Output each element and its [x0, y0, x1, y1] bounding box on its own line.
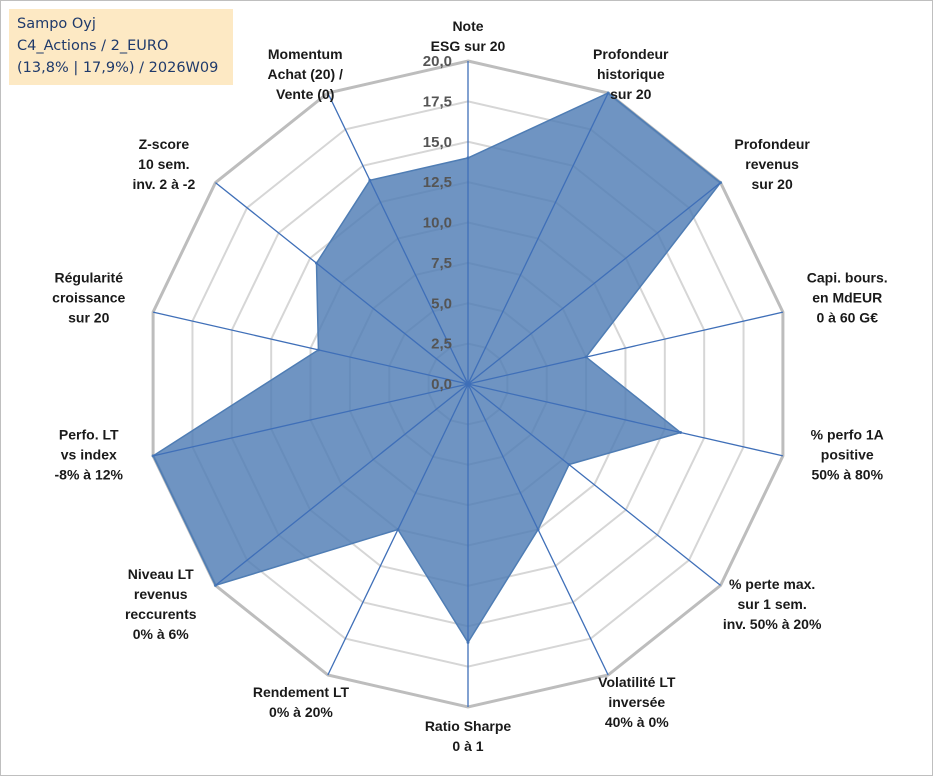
axis-spoke — [327, 92, 469, 385]
axis-label: Profondeur historique sur 20 — [593, 46, 669, 102]
axis-spoke — [467, 383, 721, 586]
radar-tick-labels: 0,0 2,5 5,0 7,5 10,0 12,5 15,0 17,5 20,0 — [423, 53, 452, 393]
axis-label-line: Ratio Sharpe — [425, 718, 512, 734]
axis-label-line: 0% à 20% — [269, 704, 333, 720]
axis-label: Profondeur revenus sur 20 — [734, 136, 810, 192]
axis-label: % perte max. sur 1 sem. inv. 50% à 20% — [723, 576, 822, 632]
tick-label: 17,5 — [423, 93, 452, 110]
axis-label-line: Régularité — [55, 269, 124, 285]
axis-label-line: reccurents — [125, 606, 197, 622]
axis-label-line: Achat (20) / — [267, 66, 343, 82]
axis-label: Z-score 10 sem. inv. 2 à -2 — [132, 136, 195, 192]
axis-label: Niveau LT revenus reccurents 0% à 6% — [125, 566, 197, 642]
axis-label-line: revenus — [134, 586, 188, 602]
stats-label: (13,8% | 17,9%) / 2026W09 — [17, 60, 219, 76]
axis-label-line: % perfo 1A — [811, 427, 884, 443]
axis-label-line: positive — [821, 447, 874, 463]
axis-spoke — [467, 383, 609, 676]
tick-label: 12,5 — [423, 174, 452, 191]
axis-label: % perfo 1A positive 50% à 80% — [811, 427, 884, 483]
tick-label: 20,0 — [423, 53, 452, 70]
company-name: Sampo Oyj — [17, 16, 96, 32]
axis-label-line: ESG sur 20 — [431, 38, 506, 54]
axis-label-line: Volatilité LT — [598, 674, 676, 690]
axis-label-line: sur 20 — [610, 86, 651, 102]
axis-label: Ratio Sharpe 0 à 1 — [425, 718, 512, 754]
axis-label-line: revenus — [745, 156, 799, 172]
axis-label-line: Rendement LT — [253, 684, 350, 700]
tick-label: 15,0 — [423, 134, 452, 151]
axis-label-line: -8% à 12% — [55, 467, 124, 483]
axis-label: Volatilité LT inversée 40% à 0% — [598, 674, 676, 730]
axis-label-line: Vente (0) — [276, 86, 334, 102]
tick-label: 5,0 — [431, 295, 452, 312]
axis-label-line: sur 1 sem. — [737, 596, 806, 612]
axis-spoke — [152, 383, 469, 457]
axis-label-line: inv. 50% à 20% — [723, 616, 822, 632]
axis-label-line: inv. 2 à -2 — [132, 176, 195, 192]
axis-spoke — [467, 383, 784, 457]
axis-label-line: Z-score — [139, 136, 190, 152]
axis-label-line: 0 à 1 — [452, 738, 483, 754]
axis-spoke — [327, 383, 469, 676]
axis-label-line: Profondeur — [734, 136, 810, 152]
axis-label: Rendement LT 0% à 20% — [253, 684, 350, 720]
axis-label: Régularité croissance sur 20 — [52, 269, 125, 325]
axis-label-line: % perte max. — [729, 576, 815, 592]
axis-label-line: 0% à 6% — [133, 626, 190, 642]
axis-label-line: Perfo. LT — [59, 427, 119, 443]
axis-label-line: croissance — [52, 289, 125, 305]
axis-label-line: 50% à 80% — [811, 467, 883, 483]
info-box: Sampo Oyj C4_Actions / 2_EURO (13,8% | 1… — [9, 9, 233, 85]
axis-label: Note ESG sur 20 — [431, 18, 506, 54]
axis-label-line: sur 20 — [68, 309, 109, 325]
axis-spoke — [467, 182, 721, 385]
radar-axis-labels: Note ESG sur 20 Profondeur historique sur 20… — [52, 18, 888, 754]
axis-spoke — [467, 92, 609, 385]
axis-spoke — [467, 311, 784, 385]
axis-label-line: vs index — [61, 447, 117, 463]
axis-label-line: Profondeur — [593, 46, 669, 62]
axis-spoke — [152, 311, 469, 385]
tick-label: 10,0 — [423, 215, 452, 232]
axis-spoke — [215, 182, 469, 385]
tick-label: 7,5 — [431, 255, 452, 272]
axis-label-line: Niveau LT — [128, 566, 194, 582]
axis-label-line: inversée — [608, 694, 665, 710]
category-label: C4_Actions / 2_EURO — [17, 38, 169, 54]
axis-label-line: 10 sem. — [138, 156, 189, 172]
axis-label-line: Momentum — [268, 46, 343, 62]
axis-label: Momentum Achat (20) / Vente (0) — [267, 46, 343, 102]
axis-label-line: en MdEUR — [812, 289, 882, 305]
axis-label-line: sur 20 — [752, 176, 793, 192]
axis-spoke — [215, 383, 469, 586]
tick-label: 2,5 — [431, 336, 452, 353]
axis-label-line: 0 à 60 G€ — [816, 309, 878, 325]
radar-spokes — [152, 61, 784, 707]
axis-label-line: 40% à 0% — [605, 714, 669, 730]
axis-label-line: Note — [452, 18, 483, 34]
axis-label: Capi. bours. en MdEUR 0 à 60 G€ — [807, 269, 888, 325]
tick-label: 0,0 — [431, 376, 452, 393]
axis-label-line: historique — [597, 66, 665, 82]
axis-label: Perfo. LT vs index -8% à 12% — [55, 427, 124, 483]
axis-label-line: Capi. bours. — [807, 269, 888, 285]
